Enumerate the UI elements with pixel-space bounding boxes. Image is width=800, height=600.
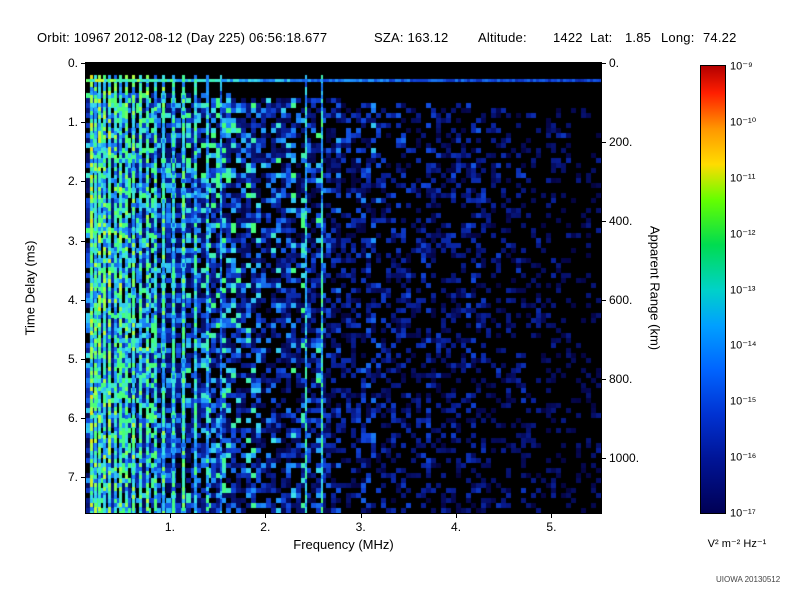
colorbar-tick-label: 10⁻¹⁶	[730, 451, 757, 464]
x-axis-tick-mark	[456, 513, 458, 518]
x-axis-tick-mark	[169, 513, 171, 518]
range-axis-tick-label: 200.	[609, 134, 633, 149]
range-axis-tick-mark	[601, 63, 606, 64]
y-axis-tick-label: 7.	[67, 470, 78, 485]
x-axis-tick-label: 4.	[451, 520, 462, 534]
colorbar-tick-label: 10⁻¹⁷	[730, 507, 756, 520]
y-axis-tick-label: 1.	[67, 115, 78, 130]
header-lat-label: Lat:	[590, 30, 613, 45]
header-datetime: 2012-08-12 (Day 225) 06:56:18.677	[114, 30, 328, 45]
x-axis-title: Frequency (MHz)	[293, 537, 394, 552]
y-axis-tick-mark	[81, 122, 86, 124]
x-axis-tick-mark	[360, 513, 362, 518]
header-long-label: Long:	[661, 30, 695, 45]
header-orbit: Orbit: 10967	[37, 30, 111, 45]
range-axis-tick-mark	[601, 141, 606, 143]
range-axis-tick-label: 600.	[609, 292, 633, 307]
colorbar-tick-label: 10⁻¹⁴	[730, 339, 757, 352]
colorbar: 10⁻⁹ 10⁻¹⁰ 10⁻¹¹ 10⁻¹² 10⁻¹³ 10⁻¹⁴ 10⁻¹⁵ 10⁻¹⁶ 1…	[700, 61, 756, 520]
range-axis-tick-label: 1000.	[609, 450, 640, 465]
y-axis-tick-mark	[81, 181, 86, 183]
y-axis-tick-mark	[81, 299, 86, 301]
y-axis-tick-label: 3.	[67, 233, 78, 248]
x-axis-tick-mark	[265, 513, 267, 518]
y-axis-tick-label: 0.	[67, 56, 78, 70]
y-axis-tick-mark	[81, 477, 86, 479]
y-axis-title-left: Time Delay (ms)	[22, 240, 38, 336]
y-axis-tick-mark	[81, 418, 86, 420]
spectrogram-plot: 0. 1. 2. 3. 4. 5. 6. 7. 0. 200. 400. 600. 800. 1000. 1…	[68, 56, 639, 534]
colorbar-tick-label: 10⁻¹⁵	[730, 395, 757, 408]
credit-watermark: UIOWA 20130512	[716, 575, 781, 584]
colorbar-unit-label: V² m⁻² Hz⁻¹	[707, 538, 767, 550]
y-axis-tick-label: 6.	[67, 411, 78, 426]
range-axis-tick-mark	[601, 378, 606, 380]
header-long-value: 74.22	[703, 30, 737, 45]
header-altitude-value: 1422	[553, 30, 583, 45]
colorbar-tick-label: 10⁻¹²	[730, 228, 756, 241]
colorbar-tick-label: 10⁻¹⁰	[730, 116, 757, 129]
y-axis-title-right: Apparent Range (km)	[647, 225, 663, 351]
header-sza: SZA: 163.12	[374, 30, 449, 45]
x-axis-tick-label: 5.	[546, 520, 557, 534]
colorbar-tick-label: 10⁻⁹	[730, 60, 753, 73]
colorbar-gradient	[701, 66, 725, 513]
x-axis-tick-label: 1.	[164, 520, 175, 534]
header-altitude-label: Altitude:	[478, 30, 527, 45]
y-axis-tick-label: 4.	[67, 292, 78, 307]
colorbar-tick-label: 10⁻¹¹	[730, 172, 756, 185]
range-axis-tick-mark	[601, 299, 606, 301]
range-axis-tick-label: 0.	[609, 56, 620, 70]
range-axis-tick-mark	[601, 457, 606, 459]
range-axis-tick-mark	[601, 220, 606, 222]
y-axis-tick-mark	[81, 359, 86, 361]
colorbar-tick-label: 10⁻¹³	[730, 284, 756, 296]
spectrogram-canvas	[86, 63, 601, 513]
range-axis-tick-label: 800.	[609, 371, 633, 386]
y-axis-tick-label: 5.	[67, 352, 78, 367]
header-lat-value: 1.85	[625, 30, 652, 45]
x-axis-tick-mark	[551, 513, 553, 518]
range-axis-tick-label: 400.	[609, 213, 633, 228]
y-axis-tick-label: 2.	[67, 174, 78, 189]
x-axis-tick-label: 3.	[355, 520, 366, 534]
y-axis-tick-mark	[81, 63, 86, 64]
y-axis-tick-mark	[81, 240, 86, 242]
x-axis-tick-label: 2.	[260, 520, 271, 534]
